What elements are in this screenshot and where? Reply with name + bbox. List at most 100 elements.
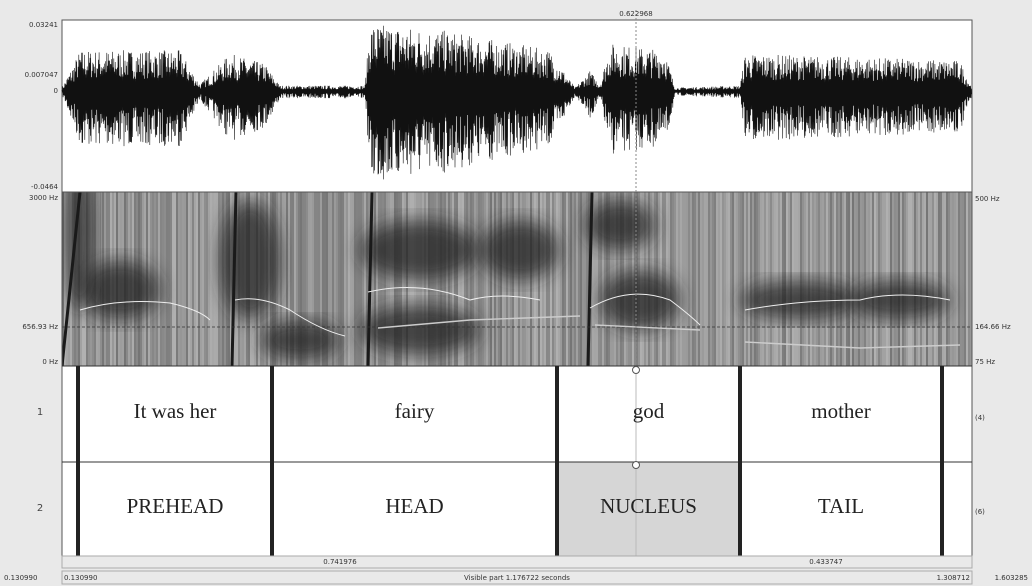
- selected-interval[interactable]: [557, 462, 740, 556]
- textgrid: It was her fairy god mother PREHEAD HEAD NUCLE…: [76, 366, 944, 556]
- spec-column: [968, 192, 970, 366]
- spec-column: [442, 192, 444, 366]
- spec-column: [468, 192, 470, 366]
- spec-column: [692, 192, 694, 366]
- visible-bar[interactable]: [61, 570, 973, 585]
- spec-column: [728, 192, 730, 366]
- wave-label: 0.03241: [29, 21, 58, 29]
- spec-column: [340, 192, 342, 366]
- spec-column: [898, 192, 900, 366]
- spec-column: [704, 192, 706, 366]
- spec-column: [556, 192, 558, 366]
- spec-column: [464, 192, 466, 366]
- spec-column: [552, 192, 554, 366]
- spec-column: [836, 192, 838, 366]
- spec-column: [720, 192, 722, 366]
- spec-column: [362, 192, 364, 366]
- spec-column: [700, 192, 702, 366]
- spec-column: [578, 192, 580, 366]
- spec-column: [766, 192, 768, 366]
- interval-label: PREHEAD: [127, 494, 224, 518]
- spec-column: [716, 192, 718, 366]
- tier-count: (4): [975, 414, 985, 422]
- interval-label: It was her: [134, 399, 217, 423]
- spec-column: [916, 192, 918, 366]
- spec-column: [558, 192, 560, 366]
- spec-column: [600, 192, 602, 366]
- spec-column: [756, 192, 758, 366]
- spec-column: [436, 192, 438, 366]
- formant-contour: [377, 315, 961, 349]
- interval-label: mother: [811, 399, 870, 423]
- spec-column: [494, 192, 496, 366]
- spec-column: [312, 192, 314, 366]
- spec-column: [860, 192, 862, 366]
- spec-column: [946, 192, 948, 366]
- boundary-handle[interactable]: [632, 366, 640, 374]
- spec-column: [684, 192, 686, 366]
- spec-column: [554, 192, 556, 366]
- spec-column: [772, 192, 774, 366]
- spec-column: [456, 192, 458, 366]
- spec-column: [162, 192, 164, 366]
- spec-column: [854, 192, 856, 366]
- spec-column: [438, 192, 440, 366]
- pitch-label: 75 Hz: [975, 358, 995, 366]
- spec-column: [354, 192, 356, 366]
- spec-column: [396, 192, 398, 366]
- spec-column: [328, 192, 330, 366]
- spec-column: [798, 192, 800, 366]
- spec-column: [856, 192, 858, 366]
- duration-row: [61, 555, 973, 569]
- spec-column: [484, 192, 486, 366]
- spec-label: 656.93 Hz: [22, 323, 58, 331]
- time-start: 0.130990: [64, 574, 97, 582]
- spec-column: [446, 192, 448, 366]
- spec-column: [350, 192, 352, 366]
- spec-column: [508, 192, 510, 366]
- spec-column: [188, 192, 190, 366]
- spec-column: [788, 192, 790, 366]
- spec-column: [476, 192, 478, 366]
- spec-column: [308, 192, 310, 366]
- spec-energy: [850, 280, 950, 320]
- spec-column: [300, 192, 302, 366]
- duration: 0.741976: [323, 558, 357, 566]
- spec-column: [174, 192, 176, 366]
- tier-count: (6): [975, 508, 985, 516]
- spec-column: [296, 192, 298, 366]
- spec-column: [178, 192, 180, 366]
- spec-column: [170, 192, 172, 366]
- spec-column: [592, 192, 594, 366]
- spec-column: [472, 192, 474, 366]
- spec-column: [440, 192, 442, 366]
- spec-column: [334, 192, 336, 366]
- spec-column: [786, 192, 788, 366]
- spec-column: [376, 192, 378, 366]
- spec-column: [840, 192, 842, 366]
- spec-column: [294, 192, 296, 366]
- spec-column: [304, 192, 306, 366]
- spec-column: [338, 192, 340, 366]
- spec-column: [474, 192, 476, 366]
- cursor-time: 0.622968: [619, 10, 652, 18]
- boundary-handle[interactable]: [632, 461, 640, 469]
- spec-column: [694, 192, 696, 366]
- spec-column: [400, 192, 402, 366]
- spec-column: [936, 192, 938, 366]
- spec-column: [470, 192, 472, 366]
- spec-column: [740, 192, 742, 366]
- spec-column: [536, 192, 538, 366]
- waveform-trace: [61, 25, 972, 180]
- spec-column: [800, 192, 802, 366]
- spec-column: [948, 192, 950, 366]
- spec-column: [218, 192, 220, 366]
- spec-column: [784, 192, 786, 366]
- pitch-label: 164.66 Hz: [975, 323, 1011, 331]
- spec-energy: [585, 200, 655, 250]
- spec-onset: [230, 192, 238, 366]
- spec-column: [544, 192, 546, 366]
- spec-column: [960, 192, 962, 366]
- interval-label: HEAD: [385, 494, 443, 518]
- spec-column: [958, 192, 960, 366]
